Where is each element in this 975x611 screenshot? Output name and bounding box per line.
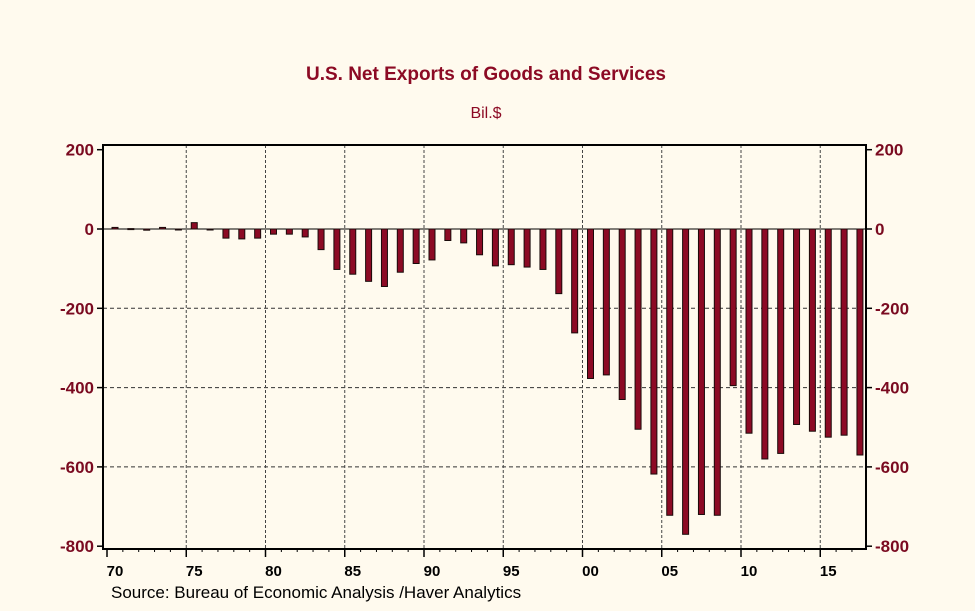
bar-2006 [682,228,690,535]
ytick-label-left: -800 [60,537,94,556]
bar-1980 [270,228,277,235]
bar-2009 [729,228,737,387]
source-note: Source: Bureau of Economic Analysis /Hav… [111,583,521,602]
bar-1995 [507,228,515,266]
bar-1991 [444,228,452,241]
bar-1985 [349,228,357,275]
bar-1999 [571,228,579,334]
bar-2004 [650,228,658,475]
bar-1988 [396,228,404,273]
xtick-label: 85 [344,563,361,580]
bar-2011 [761,228,769,460]
bar-1996 [523,228,531,268]
bar-1984 [333,228,341,270]
bar-2013 [793,228,801,425]
bar-1990 [428,228,436,261]
ytick-label-right: -400 [875,379,909,398]
bar-1974 [174,228,182,231]
ytick-label-left: 0 [85,220,94,239]
ytick-label-right: -200 [875,299,909,318]
bar-1998 [555,228,563,295]
bar-2005 [666,228,674,516]
ytick-label-right: 0 [875,220,884,239]
xtick-label: 05 [661,563,678,580]
bar-1978 [238,228,246,240]
xtick-label: 10 [741,563,758,580]
xtick-label: 70 [107,563,124,580]
ytick-label-right: -800 [875,537,909,556]
bar-2000 [587,228,594,379]
bar-1973 [159,226,167,230]
chart-subtitle: Bil.$ [470,105,501,122]
xtick-label: 80 [265,563,282,580]
bar-2007 [697,228,705,515]
chart-title: U.S. Net Exports of Goods and Services [306,64,666,85]
bar-1989 [412,228,420,264]
ytick-label-left: 200 [66,141,94,160]
bar-1993 [476,228,484,256]
bar-2008 [713,228,721,516]
bar-1972 [143,228,151,231]
bar-1977 [222,228,230,239]
ytick-label-left: -600 [60,458,94,477]
xtick-label: 95 [503,563,520,580]
bar-1982 [301,228,309,238]
bar-1997 [539,228,547,270]
bar-1971 [127,228,135,231]
bar-1979 [254,228,262,239]
ytick-label-right: -600 [875,458,909,477]
bar-2003 [634,228,642,430]
bar-1976 [206,228,214,231]
bar-2015 [824,228,832,438]
bar-1975 [190,222,198,230]
bar-1986 [365,228,373,282]
plot-frame [102,144,867,550]
xtick-label: 00 [582,563,599,580]
grid [103,145,866,549]
bar-1994 [491,228,499,267]
ytick-label-left: -200 [60,299,94,318]
bar-2010 [745,228,753,434]
bar-2001 [602,228,610,376]
bar-1981 [285,228,293,235]
bar-2017 [856,228,864,456]
bar-2012 [777,228,785,454]
bar-1987 [380,228,388,287]
ytick-label-right: 200 [875,141,903,160]
bar-2014 [808,228,816,432]
bar-2002 [618,228,626,400]
bar-2016 [840,228,848,436]
bar-1970 [111,226,119,230]
bar-1992 [460,228,468,244]
xtick-label: 15 [820,563,837,580]
ytick-label-left: -400 [60,379,94,398]
xtick-label: 75 [186,563,203,580]
xtick-label: 90 [424,563,441,580]
bar-1983 [317,228,325,251]
bars [111,222,864,535]
